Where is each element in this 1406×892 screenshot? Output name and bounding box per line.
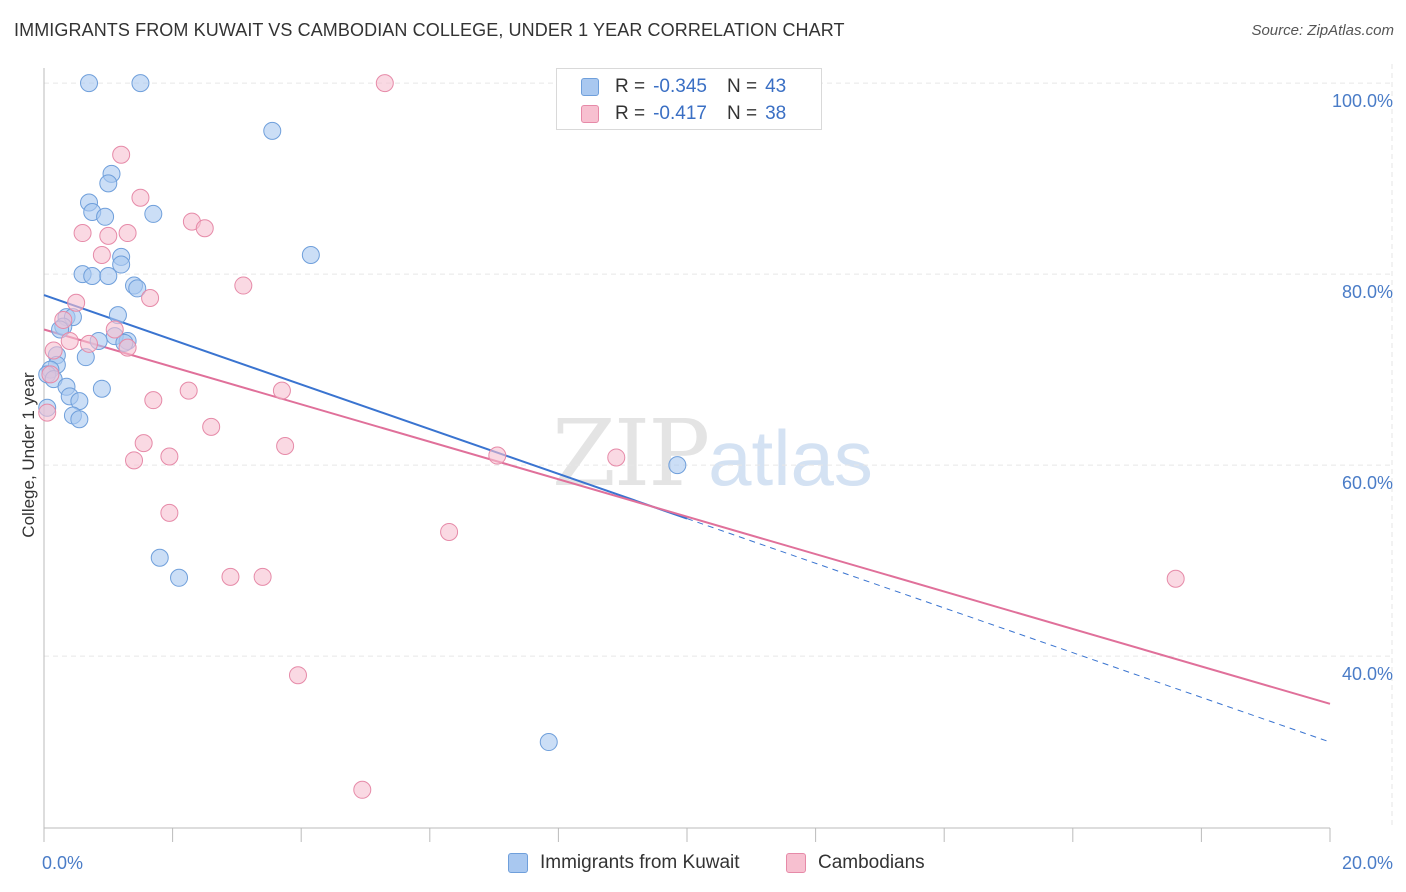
point-cambodians: [73, 224, 92, 243]
point-cambodians: [488, 446, 507, 465]
point-kuwait: [539, 733, 558, 752]
legend-swatch-cambodians: [786, 853, 806, 873]
point-cambodians: [67, 293, 86, 312]
n-label: N =: [726, 76, 758, 97]
point-cambodians: [234, 276, 253, 295]
point-kuwait: [112, 255, 131, 274]
point-cambodians: [92, 246, 111, 264]
y-tick-label: 80.0%: [1342, 282, 1393, 302]
point-cambodians: [179, 381, 198, 400]
x-tick-label: 20.0%: [1342, 853, 1393, 873]
legend-swatch-kuwait: [508, 853, 528, 873]
point-cambodians: [276, 437, 295, 455]
point-kuwait: [263, 121, 282, 140]
point-cambodians: [221, 567, 240, 586]
point-cambodians: [288, 666, 307, 685]
point-cambodians: [105, 320, 124, 339]
point-cambodians: [141, 288, 160, 307]
stats-row-cambodians: R = -0.417 N = 38: [581, 101, 786, 127]
trend-line-kuwait-extension: [686, 518, 1331, 743]
point-cambodians: [118, 338, 137, 357]
swatch-cambodians: [581, 105, 599, 123]
stats-legend: R = -0.345 N = 43 R = -0.417 N = 38: [556, 68, 822, 130]
point-cambodians: [353, 780, 372, 799]
x-tick-label: 0.0%: [42, 853, 83, 873]
watermark-zip: ZIP: [552, 400, 710, 507]
point-kuwait: [99, 174, 118, 193]
point-cambodians: [440, 522, 459, 541]
r-label: R =: [615, 76, 646, 97]
legend-label-kuwait: Immigrants from Kuwait: [540, 852, 740, 873]
point-kuwait: [150, 548, 169, 567]
point-cambodians: [44, 341, 63, 360]
r-label: R =: [615, 103, 646, 124]
point-cambodians: [195, 219, 214, 238]
n-label: N =: [726, 103, 758, 124]
y-axis-label: College, Under 1 year: [19, 372, 38, 538]
point-cambodians: [41, 365, 60, 384]
point-cambodians: [1166, 569, 1185, 588]
point-cambodians: [125, 451, 144, 470]
y-tick-label: 100.0%: [1332, 91, 1393, 111]
tick-labels: 40.0% 60.0% 80.0% 100.0% 0.0% 20.0%: [42, 91, 1393, 873]
point-cambodians: [60, 331, 79, 350]
chart-title: IMMIGRANTS FROM KUWAIT VS CAMBODIAN COLL…: [14, 20, 845, 40]
point-cambodians: [272, 381, 291, 400]
grid-lines: [44, 64, 1393, 828]
point-kuwait: [128, 279, 147, 298]
r-value: -0.345: [653, 76, 707, 97]
axes: [43, 68, 1331, 842]
legend-label-cambodians: Cambodians: [818, 852, 925, 873]
point-kuwait: [668, 456, 687, 475]
point-cambodians: [160, 503, 179, 522]
point-cambodians: [99, 226, 118, 245]
data-points: [38, 74, 1185, 799]
trend-line-cambodians: [43, 328, 1331, 705]
swatch-kuwait: [581, 78, 599, 96]
legend-item-cambodians: Cambodians: [786, 852, 925, 874]
legend-item-kuwait: Immigrants from Kuwait: [508, 852, 740, 874]
point-kuwait: [83, 267, 102, 286]
y-tick-label: 40.0%: [1342, 664, 1393, 684]
point-cambodians: [144, 391, 163, 410]
point-cambodians: [607, 448, 626, 467]
watermark: ZIPatlas: [552, 400, 873, 507]
point-cambodians: [118, 224, 137, 243]
point-cambodians: [375, 74, 394, 93]
point-cambodians: [202, 417, 221, 436]
n-value: 38: [765, 103, 787, 124]
point-kuwait: [301, 246, 320, 264]
point-kuwait: [80, 74, 99, 93]
point-cambodians: [54, 310, 73, 329]
n-value: 43: [765, 76, 787, 97]
point-cambodians: [112, 145, 131, 164]
point-kuwait: [144, 204, 163, 223]
point-cambodians: [131, 188, 150, 207]
point-cambodians: [253, 567, 272, 586]
source-credit: Source: ZipAtlas.com: [1251, 22, 1394, 39]
stats-row-kuwait: R = -0.345 N = 43: [581, 74, 786, 100]
point-kuwait: [96, 207, 115, 226]
point-cambodians: [134, 434, 153, 453]
trend-line-kuwait: [43, 294, 688, 520]
point-kuwait: [170, 568, 189, 587]
r-value: -0.417: [653, 103, 707, 124]
trend-lines: [43, 294, 1331, 743]
point-cambodians: [160, 447, 179, 466]
watermark-atlas: atlas: [708, 414, 873, 502]
y-tick-label: 60.0%: [1342, 473, 1393, 493]
point-kuwait: [99, 267, 118, 286]
point-cambodians: [38, 403, 57, 422]
point-cambodians: [80, 334, 99, 353]
point-kuwait: [70, 410, 89, 429]
point-kuwait: [92, 379, 111, 398]
point-kuwait: [131, 74, 150, 93]
